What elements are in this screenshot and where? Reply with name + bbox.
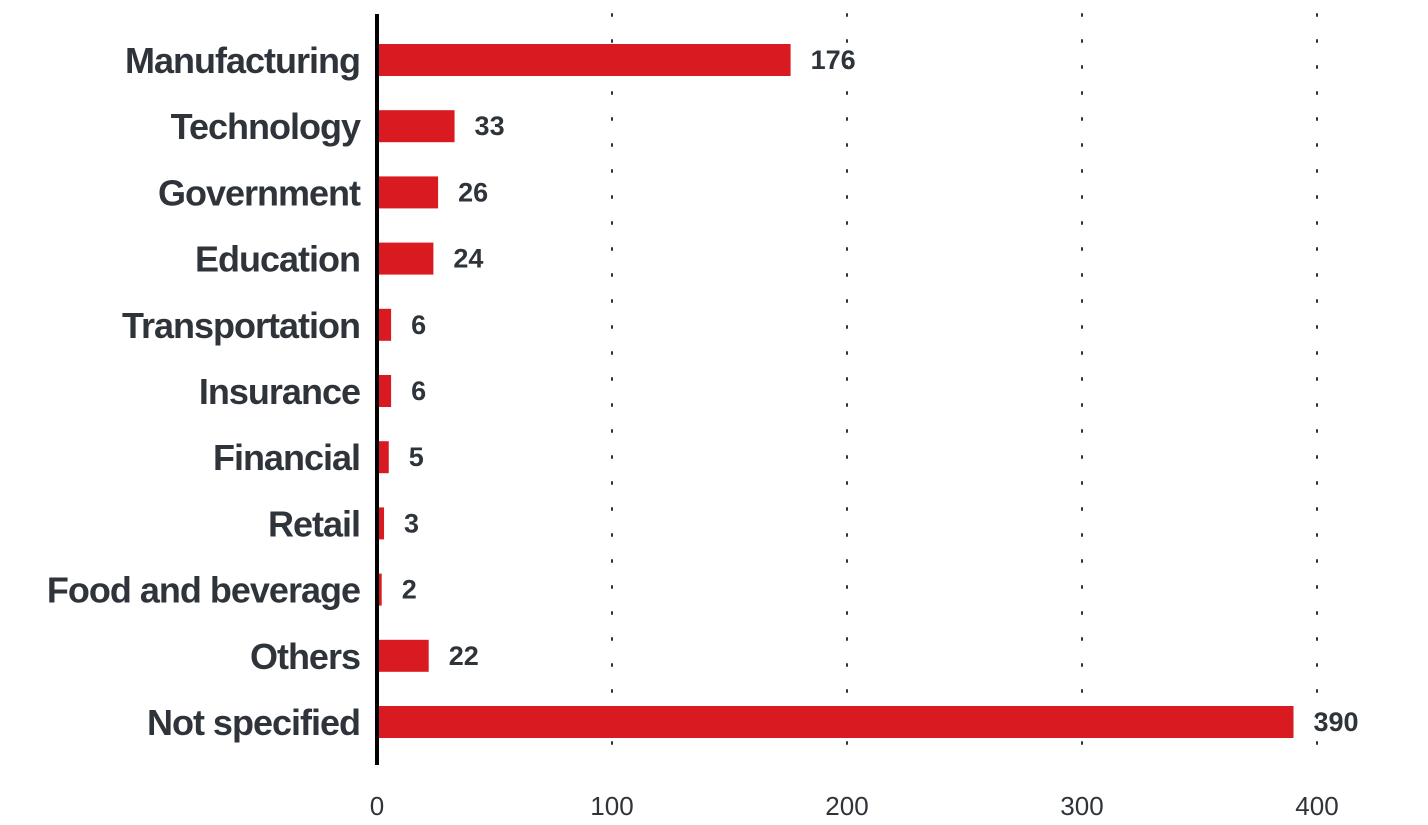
value-label: 6 xyxy=(411,310,426,340)
bar-retail xyxy=(377,507,385,540)
category-label: Others xyxy=(250,636,360,677)
bar-manufacturing xyxy=(377,44,791,76)
bars xyxy=(377,44,1294,738)
category-label: Not specified xyxy=(147,702,360,743)
x-axis-ticks: 0 100 200 300 400 xyxy=(370,791,1339,821)
value-label: 3 xyxy=(404,508,419,538)
value-label: 2 xyxy=(402,575,417,605)
category-label: Manufacturing xyxy=(125,40,360,81)
category-label: Government xyxy=(158,172,361,213)
bar-government xyxy=(377,176,439,209)
value-label: 5 xyxy=(409,442,424,472)
category-label: Retail xyxy=(268,503,360,544)
x-tick-label: 100 xyxy=(590,791,633,821)
value-label: 176 xyxy=(811,45,856,75)
category-label: Technology xyxy=(171,106,361,147)
x-tick-label: 0 xyxy=(370,791,384,821)
category-label: Food and beverage xyxy=(47,570,360,611)
bar-others xyxy=(377,639,429,672)
category-label: Financial xyxy=(213,437,360,478)
bar-transportation xyxy=(377,308,392,341)
value-label: 390 xyxy=(1314,707,1359,737)
bar-insurance xyxy=(377,375,392,407)
x-tick-label: 400 xyxy=(1295,791,1338,821)
x-tick-label: 200 xyxy=(825,791,868,821)
value-label: 33 xyxy=(475,111,505,141)
category-labels: Manufacturing Technology Government Educati… xyxy=(47,40,362,743)
bar-financial xyxy=(377,441,389,474)
bar-not-specified xyxy=(377,706,1294,738)
value-label: 22 xyxy=(449,641,479,671)
value-label: 26 xyxy=(458,177,488,207)
value-label: 24 xyxy=(453,244,483,274)
bar-food-and-beverage xyxy=(377,573,382,606)
grid-lines xyxy=(611,13,1318,766)
bar-education xyxy=(377,242,434,275)
value-label: 6 xyxy=(411,376,426,406)
x-tick-label: 300 xyxy=(1060,791,1103,821)
category-label: Insurance xyxy=(199,371,360,412)
category-label: Transportation xyxy=(122,305,360,346)
bar-technology xyxy=(377,110,455,143)
category-label: Education xyxy=(195,239,360,280)
